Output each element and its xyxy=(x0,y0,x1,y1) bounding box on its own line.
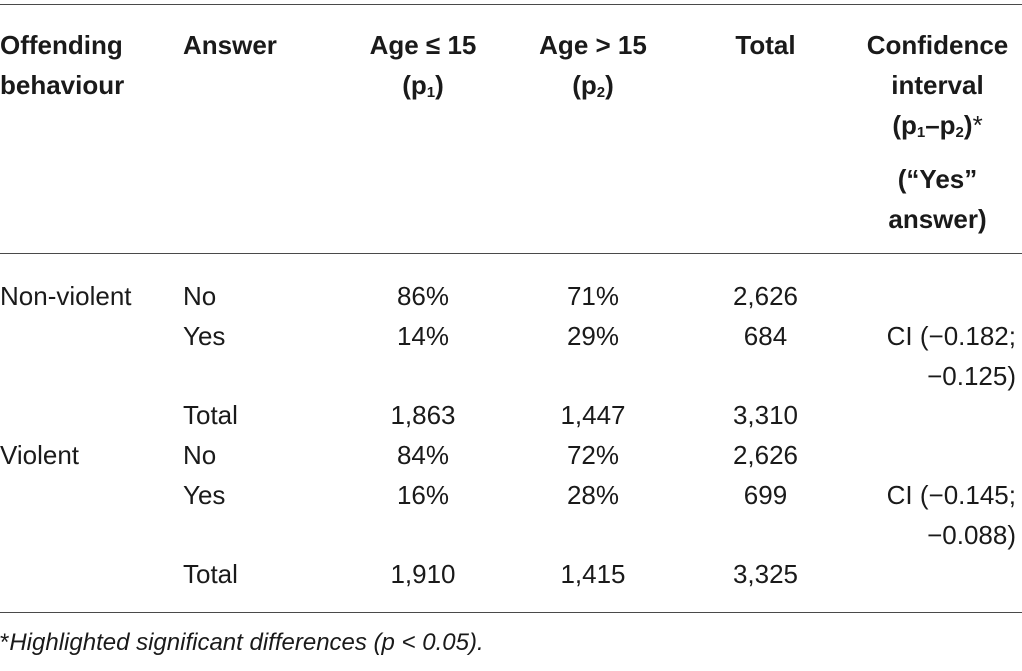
bottom-rule xyxy=(0,612,1022,613)
header-offending-line2: behaviour xyxy=(0,70,125,100)
header-p2: (p2) xyxy=(572,70,614,101)
footnote: *Highlighted significant differences (p … xyxy=(0,627,484,659)
header-ci-line5: answer) xyxy=(888,204,987,234)
cell-p1: 1,910 xyxy=(390,559,456,589)
header-ci-line1: Confidence xyxy=(866,30,1009,60)
cell-answer: No xyxy=(183,440,217,470)
header-ci-line3: (p1–p2)* xyxy=(892,110,983,141)
cell-p2: 1,447 xyxy=(560,400,626,430)
header-age-gt15: Age > 15 xyxy=(508,26,678,64)
cell-answer: No xyxy=(183,281,217,311)
header-age-le15-label: Age ≤ 15 xyxy=(369,30,477,60)
header-rule xyxy=(0,253,1022,254)
cell-p2: 1,415 xyxy=(560,559,626,589)
cell-ci: CI (−0.182; xyxy=(886,321,1016,351)
header-ci-line2: interval xyxy=(891,70,984,100)
cell-total: 3,325 xyxy=(732,559,799,589)
cell-answer: Yes xyxy=(183,321,226,351)
cell-answer: Total xyxy=(183,400,238,430)
cell-total: 699 xyxy=(743,480,788,510)
cell-p1: 16% xyxy=(396,480,450,510)
cell-total: 2,626 xyxy=(732,281,799,311)
group-label-violent: Violent xyxy=(0,440,80,470)
header-ci-line4: (“Yes” xyxy=(897,164,978,194)
cell-ci: CI (−0.145; xyxy=(886,480,1016,510)
cell-p1: 86% xyxy=(396,281,450,311)
cell-p2: 71% xyxy=(566,281,620,311)
cell-answer: Total xyxy=(183,559,238,589)
cell-p1: 1,863 xyxy=(390,400,456,430)
header-age-gt15-label: Age > 15 xyxy=(539,30,647,60)
cell-p1: 84% xyxy=(396,440,450,470)
header-p1: (p1) xyxy=(402,70,444,101)
group-label-nonviolent: Non-violent xyxy=(0,281,132,311)
cell-p2: 28% xyxy=(566,480,620,510)
cell-p2: 29% xyxy=(566,321,620,351)
footnote-star: * xyxy=(0,629,10,656)
cell-total: 2,626 xyxy=(732,440,799,470)
header-offending-line1: Offending xyxy=(0,30,123,60)
top-rule xyxy=(0,4,1022,5)
cell-ci-line2: −0.125) xyxy=(927,361,1016,391)
header-total: Total xyxy=(735,30,796,60)
cell-ci-line2: −0.088) xyxy=(927,520,1016,550)
header-age-le15: Age ≤ 15 xyxy=(338,26,508,64)
header-answer: Answer xyxy=(183,30,277,60)
cell-total: 3,310 xyxy=(732,400,799,430)
cell-p2: 72% xyxy=(566,440,620,470)
cell-p1: 14% xyxy=(396,321,450,351)
cell-answer: Yes xyxy=(183,480,226,510)
cell-total: 684 xyxy=(743,321,788,351)
footnote-text: Highlighted significant differences (p <… xyxy=(9,629,484,656)
